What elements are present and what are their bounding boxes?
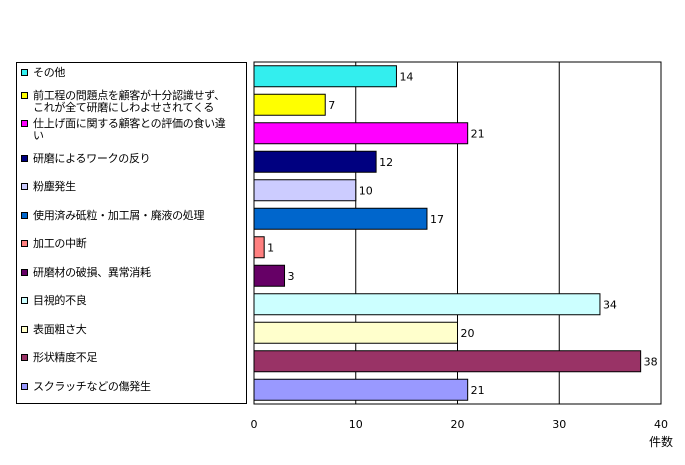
bar: [253, 236, 265, 259]
data-label: 14: [399, 70, 413, 83]
data-label: 10: [359, 184, 373, 197]
data-label: 38: [644, 355, 658, 368]
legend-label: 研磨材の破損、異常消耗: [33, 265, 151, 279]
bar: [253, 207, 428, 230]
legend-swatch: [21, 354, 28, 362]
legend-label: 形状精度不足: [33, 351, 98, 365]
x-tick-label: 20: [451, 418, 465, 431]
legend-swatch: [21, 382, 28, 390]
legend-label: 前工程の問題点を顧客が十分認識せず、 これが全て研磨にしわよせされてくる: [33, 88, 225, 114]
legend-swatch: [21, 120, 28, 128]
x-tick-label: 10: [349, 418, 363, 431]
data-label: 21: [471, 384, 485, 397]
bar: [253, 65, 397, 88]
legend-swatch: [21, 211, 28, 219]
legend-label: 粉塵発生: [33, 180, 76, 194]
legend-label: その他: [33, 66, 66, 80]
bar: [253, 179, 357, 202]
bar: [253, 378, 469, 401]
data-label: 34: [603, 298, 617, 311]
legend-label: 目視的不良: [33, 294, 87, 308]
bar: [253, 122, 469, 145]
bar: [253, 93, 326, 116]
data-label: 17: [430, 213, 444, 226]
legend-label: 表面粗さ大: [33, 322, 87, 336]
x-axis-label: 件数: [648, 435, 673, 449]
bar: [253, 264, 286, 287]
legend-swatch: [21, 69, 28, 77]
legend-label: 使用済み砥粒・加工屑・廃液の処理: [33, 208, 205, 222]
data-label: 1: [267, 241, 274, 254]
data-label: 3: [288, 270, 295, 283]
legend-swatch: [21, 240, 28, 248]
x-tick-label: 30: [552, 418, 566, 431]
legend-swatch: [21, 154, 28, 162]
legend-swatch: [21, 325, 28, 333]
data-label: 21: [471, 127, 485, 140]
legend-label: 加工の中断: [33, 237, 87, 251]
legend-swatch: [21, 268, 28, 276]
legend-swatch: [21, 297, 28, 305]
legend-label: 研磨によるワークの反り: [33, 151, 151, 165]
legend-swatch: [21, 183, 28, 191]
legend-swatch: [21, 91, 28, 99]
legend-label: 仕上げ面に関する顧客との評価の食い違 い: [33, 117, 226, 143]
legend-label: スクラッチなどの傷発生: [33, 379, 151, 393]
bar: [253, 321, 458, 344]
data-label: 12: [379, 156, 393, 169]
x-tick-label: 0: [251, 418, 258, 431]
legend: その他前工程の問題点を顧客が十分認識せず、 これが全て研磨にしわよせされてくる仕…: [16, 62, 247, 404]
data-label: 7: [328, 99, 335, 112]
data-label: 20: [461, 327, 475, 340]
bar: [253, 150, 377, 173]
bar: [253, 293, 601, 316]
bar: [253, 350, 642, 373]
x-tick-label: 40: [654, 418, 668, 431]
